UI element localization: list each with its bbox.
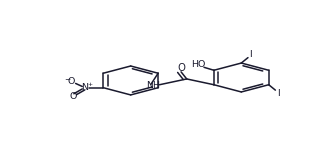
Text: −: − xyxy=(64,77,70,83)
Text: O: O xyxy=(68,77,75,86)
Text: I: I xyxy=(277,89,280,98)
Text: N: N xyxy=(81,83,88,92)
Text: +: + xyxy=(87,82,92,87)
Text: HO: HO xyxy=(191,60,205,69)
Text: O: O xyxy=(178,63,186,73)
Text: NH: NH xyxy=(146,81,161,90)
Text: I: I xyxy=(249,50,252,59)
Text: O: O xyxy=(70,92,77,101)
